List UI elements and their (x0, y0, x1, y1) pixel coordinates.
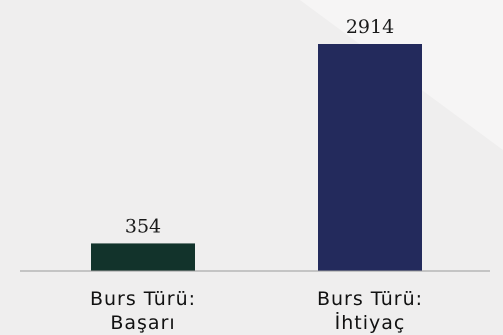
category-label-0-line-1: Başarı (110, 312, 175, 334)
value-labels-group: 354 2914 (125, 16, 394, 237)
bar-0 (91, 243, 195, 271)
category-label-1-line-0: Burs Türü: (317, 288, 423, 310)
category-label-1-line-1: İhtiyaç (335, 311, 406, 334)
bar-value-label-1: 2914 (346, 16, 394, 38)
category-label-0-line-0: Burs Türü: (90, 288, 196, 310)
bar-value-label-0: 354 (125, 215, 161, 237)
bars-group (91, 44, 422, 271)
bar-1 (318, 44, 422, 271)
